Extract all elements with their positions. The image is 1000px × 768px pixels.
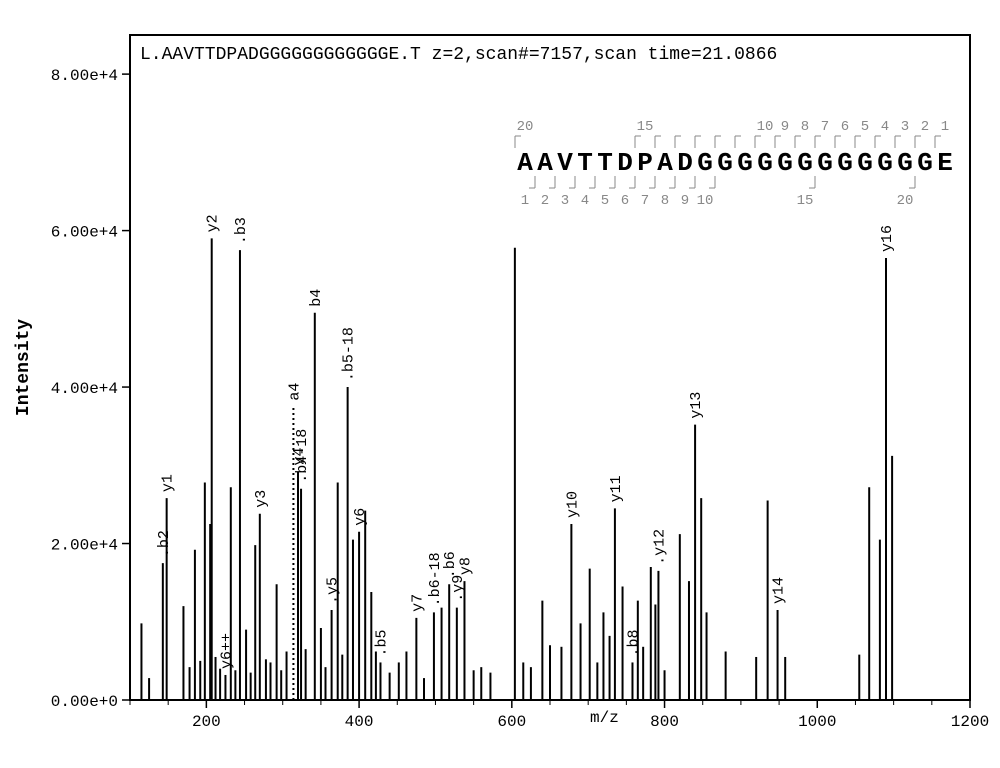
sequence-letter: G xyxy=(757,148,773,178)
sequence-bot-num: 1 xyxy=(521,193,529,209)
sequence-letter: G xyxy=(797,148,813,178)
x-tick-label: 400 xyxy=(345,713,374,731)
sequence-letter: T xyxy=(577,148,593,178)
y-tick-label: 8.00e+4 xyxy=(51,67,118,85)
peak-label: y16 xyxy=(879,225,896,252)
sequence-bot-num: 4 xyxy=(581,193,589,209)
sequence-bot-num: 5 xyxy=(601,193,609,209)
sequence-top-num: 4 xyxy=(881,119,889,135)
sequence-bot-num: 10 xyxy=(697,193,714,209)
sequence-letter: G xyxy=(717,148,733,178)
sequence-letter: G xyxy=(837,148,853,178)
sequence-bot-num: 7 xyxy=(641,193,649,209)
spectrum-chart: 200 400 600 800 1000 1200 0.00e+0 2.00e+4 4.00e+… xyxy=(0,0,1000,768)
peak-label: .b4-18 xyxy=(294,429,311,483)
chart-title: L.AAVTTDPADGGGGGGGGGGGGE.T z=2,scan#=715… xyxy=(140,45,777,65)
y-tick-label: 0.00e+0 xyxy=(51,693,118,711)
sequence-top-num: 8 xyxy=(801,119,809,135)
sequence-top-num: 9 xyxy=(781,119,789,135)
peak-label: a4 xyxy=(286,383,303,401)
sequence-top-num: 2 xyxy=(921,119,929,135)
sequence-letter: D xyxy=(617,148,633,178)
sequence-letter: G xyxy=(777,148,793,178)
x-tick-label: 1000 xyxy=(798,713,836,731)
x-tick-label: 200 xyxy=(192,713,221,731)
peak-label: y6 xyxy=(352,508,369,526)
sequence-letter: G xyxy=(857,148,873,178)
sequence-letter: A xyxy=(657,148,673,178)
peak-label: .b2 xyxy=(156,530,173,557)
sequence-letter: A xyxy=(517,148,533,178)
sequence-top-num: 20 xyxy=(517,119,534,135)
peak-label: y13 xyxy=(688,392,705,419)
x-axis-label: m/z xyxy=(590,709,619,727)
peak-label: y7 xyxy=(409,594,426,612)
sequence-letter: G xyxy=(817,148,833,178)
sequence-top-num: 1 xyxy=(941,119,949,135)
peak-label: y2 xyxy=(205,214,222,232)
sequence-top-num: 10 xyxy=(757,119,774,135)
peak-label: y14 xyxy=(771,577,788,604)
sequence-bot-num: 8 xyxy=(661,193,669,209)
sequence-letter: G xyxy=(877,148,893,178)
sequence-top-num: 7 xyxy=(821,119,829,135)
peak-label: y10 xyxy=(564,491,581,518)
peak-label: y8 xyxy=(457,557,474,575)
x-tick-label: 1200 xyxy=(951,713,989,731)
sequence-bot-num: 20 xyxy=(897,193,914,209)
peak-label: .y12 xyxy=(651,529,668,565)
peak-label: .b8 xyxy=(625,629,642,656)
peak-label: y11 xyxy=(608,475,625,502)
sequence-bot-num: 2 xyxy=(541,193,549,209)
sequence-top-num: 3 xyxy=(901,119,909,135)
sequence-bot-num: 3 xyxy=(561,193,569,209)
x-tick-label: 600 xyxy=(497,713,526,731)
sequence-bot-num: 15 xyxy=(797,193,814,209)
sequence-letter: G xyxy=(897,148,913,178)
peak-label: .b3 xyxy=(233,217,250,244)
peak-label: .y9 xyxy=(450,575,467,602)
peak-label: .b5 xyxy=(373,629,390,656)
y-tick-label: 4.00e+4 xyxy=(51,380,118,398)
y-tick-label: 6.00e+4 xyxy=(51,224,118,242)
peak-label: y6++ xyxy=(218,633,235,669)
sequence-letter: G xyxy=(917,148,933,178)
sequence-letter: G xyxy=(697,148,713,178)
sequence-letter: V xyxy=(557,148,573,178)
y-axis-label: Intensity xyxy=(14,319,34,416)
sequence-top-num: 6 xyxy=(841,119,849,135)
peak-label: y3 xyxy=(253,490,270,508)
sequence-top-num: 5 xyxy=(861,119,869,135)
sequence-letter: P xyxy=(637,148,653,178)
x-tick-label: 800 xyxy=(650,713,679,731)
sequence-letter: A xyxy=(537,148,553,178)
peak-label: b4 xyxy=(308,289,325,307)
sequence-letter: E xyxy=(937,148,953,178)
sequence-letter: T xyxy=(597,148,613,178)
peak-label: y1 xyxy=(160,474,177,492)
sequence-bot-num: 6 xyxy=(621,193,629,209)
peak-label: .b5-18 xyxy=(341,327,358,381)
peak-label: .y5 xyxy=(325,577,342,604)
sequence-bot-num: 9 xyxy=(681,193,689,209)
y-tick-label: 2.00e+4 xyxy=(51,537,118,555)
sequence-top-num: 15 xyxy=(637,119,654,135)
sequence-letter: D xyxy=(677,148,693,178)
sequence-letter: G xyxy=(737,148,753,178)
